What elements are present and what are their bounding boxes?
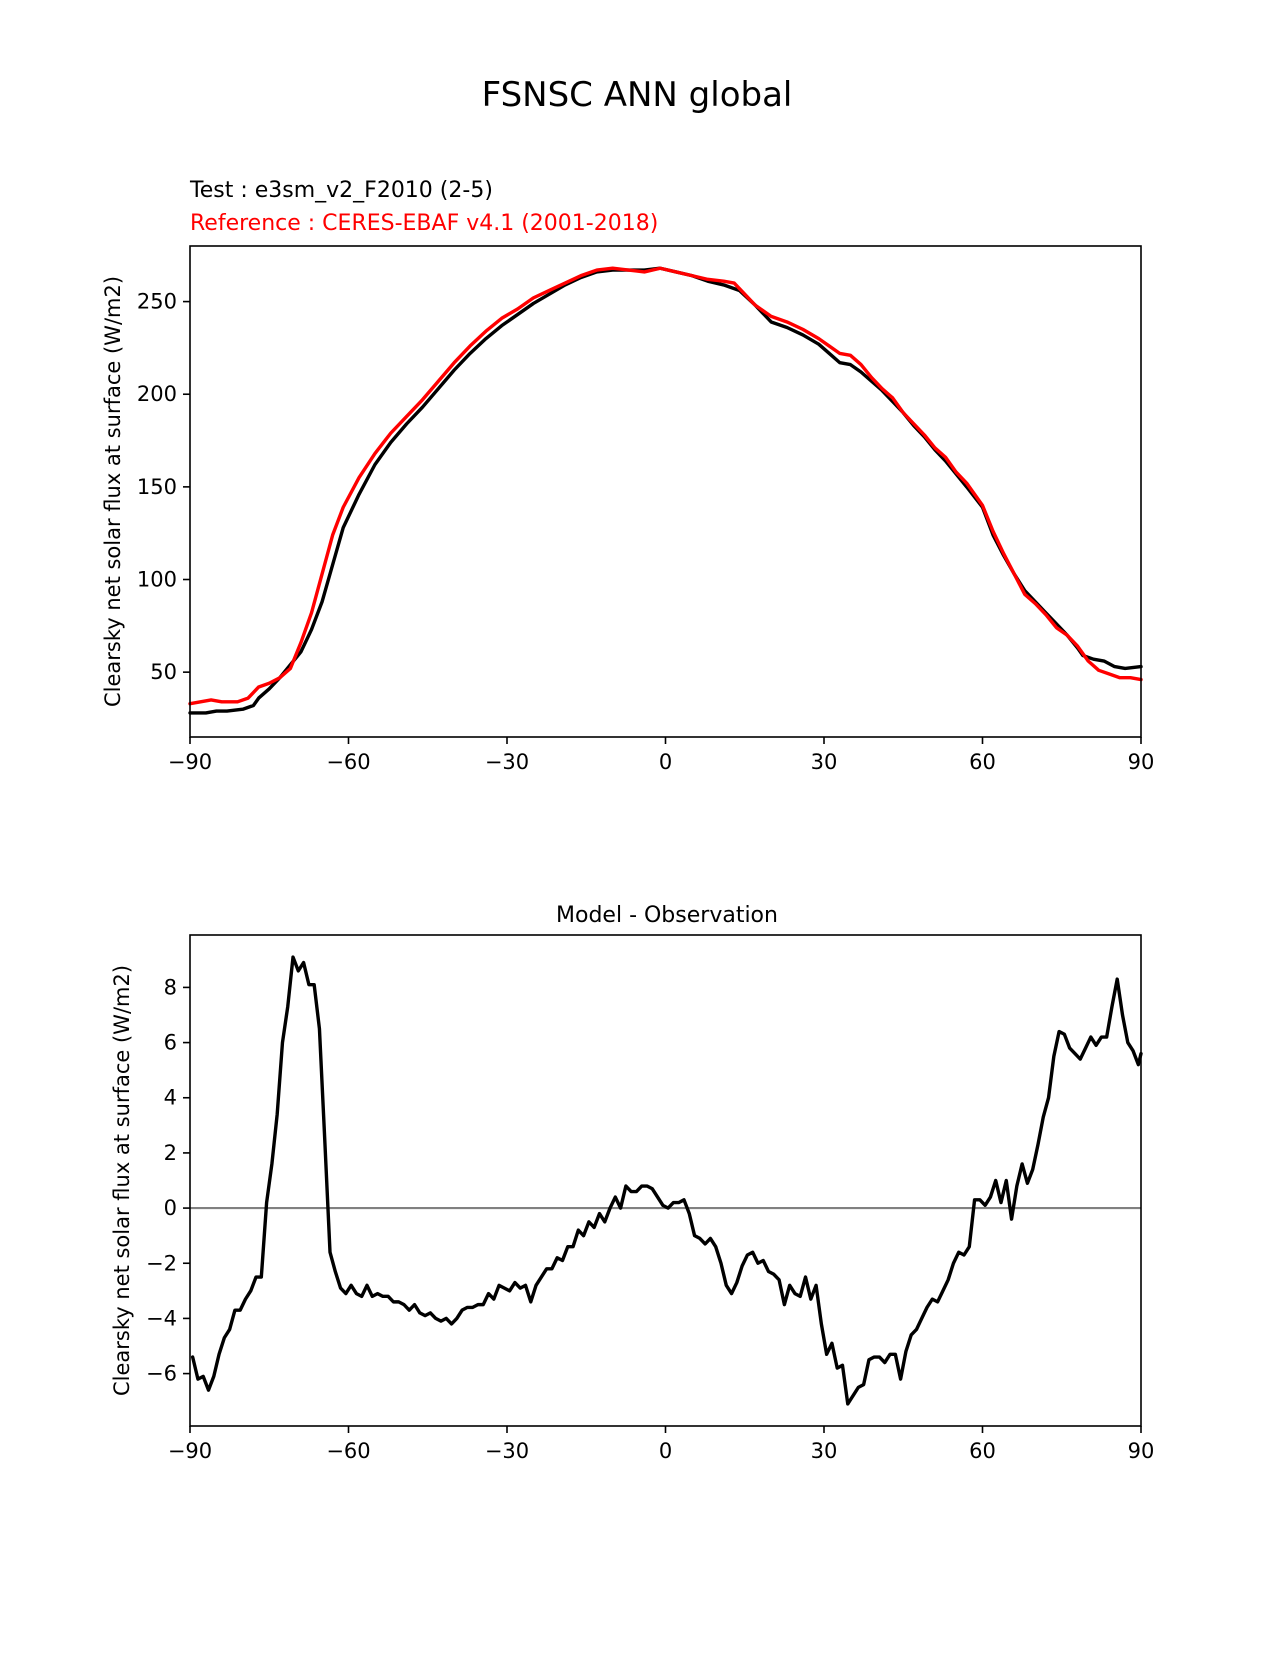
x-tick-label: −30 [485, 1439, 529, 1463]
y-axis-label: Clearsky net solar flux at surface (W/m2… [101, 276, 125, 707]
y-tick-label: 200 [137, 382, 177, 406]
y-tick-label: 250 [137, 290, 177, 314]
x-tick-label: 30 [811, 750, 838, 774]
figure-title: FSNSC ANN global [482, 75, 793, 115]
y-tick-label: 100 [137, 568, 177, 592]
x-tick-label: 90 [1128, 750, 1155, 774]
x-tick-label: 60 [969, 1439, 996, 1463]
y-tick-label: −2 [146, 1251, 177, 1275]
y-tick-label: −4 [146, 1306, 177, 1330]
reference-series-line [188, 266, 1143, 706]
y-tick-label: 0 [164, 1196, 177, 1220]
x-tick-label: −60 [326, 1439, 370, 1463]
difference-line-chart: −90 −60 −30 0 30 60 90 −6 −4 −2 0 2 4 6 8 Clearsky net … [110, 934, 1155, 1463]
x-tick-label: −60 [326, 750, 370, 774]
y-tick-label: 2 [164, 1141, 177, 1165]
x-tick-label: −30 [485, 750, 529, 774]
y-tick-label: 150 [137, 475, 177, 499]
y-tick-label: 4 [164, 1086, 177, 1110]
y-tick-label: −6 [146, 1362, 177, 1386]
y-tick-label: 6 [164, 1031, 177, 1055]
x-tick-label: −90 [168, 1439, 212, 1463]
x-tick-label: 30 [811, 1439, 838, 1463]
x-tick-label: −90 [168, 750, 212, 774]
difference-plot-title: Model - Observation [556, 903, 778, 928]
test-label: Test : e3sm_v2_F2010 (2-5) [189, 178, 493, 203]
reference-label: Reference : CERES-EBAF v4.1 (2001-2018) [190, 211, 658, 236]
y-tick-label: 8 [164, 975, 177, 999]
difference-series-line [190, 955, 1143, 1406]
y-axis-label: Clearsky net solar flux at surface (W/m2… [110, 965, 134, 1396]
top-line-chart: −90 −60 −30 0 30 60 90 50 100 150 200 250 Clearsky n… [101, 245, 1155, 774]
x-tick-label: 0 [659, 750, 672, 774]
x-tick-label: 0 [659, 1439, 672, 1463]
x-tick-label: 60 [969, 750, 996, 774]
y-tick-label: 50 [150, 660, 177, 684]
x-tick-label: 90 [1128, 1439, 1155, 1463]
